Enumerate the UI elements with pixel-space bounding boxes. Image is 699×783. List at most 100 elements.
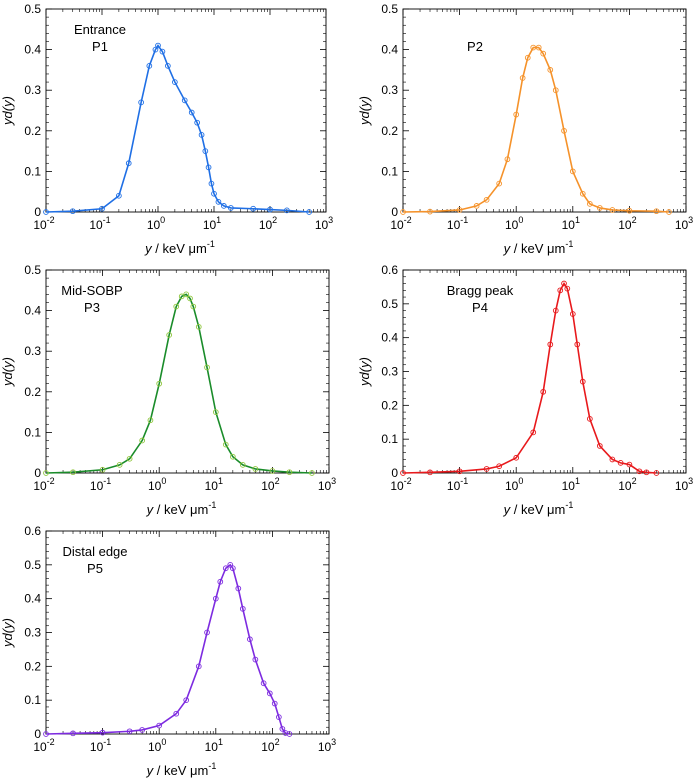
data-point <box>309 470 315 476</box>
data-point <box>239 462 246 468</box>
data-point <box>152 46 159 53</box>
y-tick-label: 0.5 <box>381 2 398 16</box>
data-point <box>212 595 219 602</box>
y-tick-label: 0.5 <box>24 263 41 277</box>
chart-panel-1: 10-2 10-1 100 101 102 103 0 0.1 0.2 0.3 0.4 0.5 y / … <box>0 2 333 256</box>
y-tick-label: 0.5 <box>381 297 398 311</box>
x-tick-label: 103 <box>675 476 693 493</box>
data-point <box>208 180 215 187</box>
data-point <box>99 729 106 736</box>
y-tick-label: 0.2 <box>24 659 41 673</box>
data-point <box>569 168 576 175</box>
data-point <box>653 470 660 476</box>
data-point <box>596 443 603 449</box>
x-tick-label: 102 <box>261 476 279 493</box>
data-point <box>138 99 144 106</box>
data-point <box>178 293 185 300</box>
data-point <box>43 470 49 476</box>
y-tick-label: 0.4 <box>24 592 41 606</box>
x-tick-label: 103 <box>315 215 333 232</box>
data-point <box>504 156 511 163</box>
data-point <box>198 132 205 138</box>
x-tick-label: 10-2 <box>33 476 54 493</box>
data-point <box>260 680 267 687</box>
x-tick-label: 100 <box>148 476 166 493</box>
y-tick-label: 0.1 <box>24 164 41 178</box>
y-axis-title: yd(y) <box>0 96 15 126</box>
y-tick-label: 0.1 <box>24 693 41 707</box>
y-tick-label: 0.2 <box>24 124 41 138</box>
data-point <box>183 697 190 704</box>
data-point <box>286 731 293 737</box>
y-tick-label: 0.4 <box>381 43 398 57</box>
y-tick-label: 0.4 <box>24 43 41 57</box>
panel-point-label: P1 <box>92 39 108 54</box>
data-point <box>513 454 520 461</box>
data-point <box>173 303 180 310</box>
data-point <box>70 730 76 737</box>
data-point <box>252 656 259 663</box>
data-point <box>586 416 593 422</box>
data-point <box>547 67 554 73</box>
x-tick-label: 101 <box>562 476 580 493</box>
data-point <box>125 160 132 167</box>
data-point <box>643 469 650 476</box>
data-point <box>188 109 195 116</box>
x-tick-label: 10-2 <box>390 215 411 232</box>
data-point <box>609 207 616 213</box>
data-point <box>284 207 290 214</box>
y-tick-label: 0.3 <box>381 83 398 97</box>
data-point <box>513 111 520 118</box>
x-tick-label: 10-1 <box>89 215 110 232</box>
data-point <box>222 565 229 572</box>
data-point <box>99 466 106 473</box>
data-point <box>653 208 660 215</box>
data-point <box>609 456 616 463</box>
fit-line <box>45 44 310 213</box>
data-point <box>483 466 490 472</box>
y-tick-label: 0.6 <box>24 524 41 538</box>
data-point <box>586 201 593 207</box>
x-tick-label: 10-1 <box>447 215 468 232</box>
x-tick-label: 101 <box>205 737 223 754</box>
data-point <box>165 62 171 69</box>
data-point <box>183 291 190 298</box>
panel-point-label: P2 <box>467 39 483 54</box>
x-tick-label: 101 <box>203 215 221 232</box>
x-axis-title: y / keV μm-1 <box>146 761 217 778</box>
data-point <box>156 722 163 729</box>
data-point <box>239 605 246 612</box>
y-tick-label: 0.3 <box>24 344 41 358</box>
data-point <box>217 578 224 585</box>
y-tick-label: 0.4 <box>381 331 398 345</box>
data-point <box>564 285 571 292</box>
data-point <box>427 469 433 476</box>
data-point <box>69 208 76 215</box>
data-point <box>626 461 633 468</box>
x-tick-label: 102 <box>259 215 277 232</box>
data-point <box>427 208 433 215</box>
y-tick-label: 0.2 <box>24 385 41 399</box>
y-tick-label: 0 <box>34 205 41 219</box>
data-point <box>473 203 480 209</box>
y-tick-label: 0 <box>34 466 41 480</box>
panel-name-label: Distal edge <box>62 544 127 559</box>
data-point <box>271 700 278 707</box>
panel-name-label: Mid-SOBP <box>61 283 122 298</box>
data-point <box>139 727 146 733</box>
panel-name-label: Bragg peak <box>447 283 514 298</box>
y-axis-title: yd(y) <box>0 357 15 387</box>
x-tick-label: 101 <box>205 476 223 493</box>
data-point <box>400 470 406 476</box>
data-point <box>215 199 222 205</box>
data-point <box>247 636 253 643</box>
y-tick-label: 0.3 <box>24 83 41 97</box>
data-point <box>519 75 526 81</box>
x-tick-label: 103 <box>318 737 336 754</box>
x-tick-label: 100 <box>505 476 523 493</box>
data-point <box>43 209 49 215</box>
panel-name-label: Entrance <box>74 22 126 37</box>
data-point <box>547 341 554 348</box>
chart-panel-2: 10-2 10-1 100 101 102 103 0 0.1 0.2 0.3 0.4 0.5 y / … <box>357 2 693 256</box>
